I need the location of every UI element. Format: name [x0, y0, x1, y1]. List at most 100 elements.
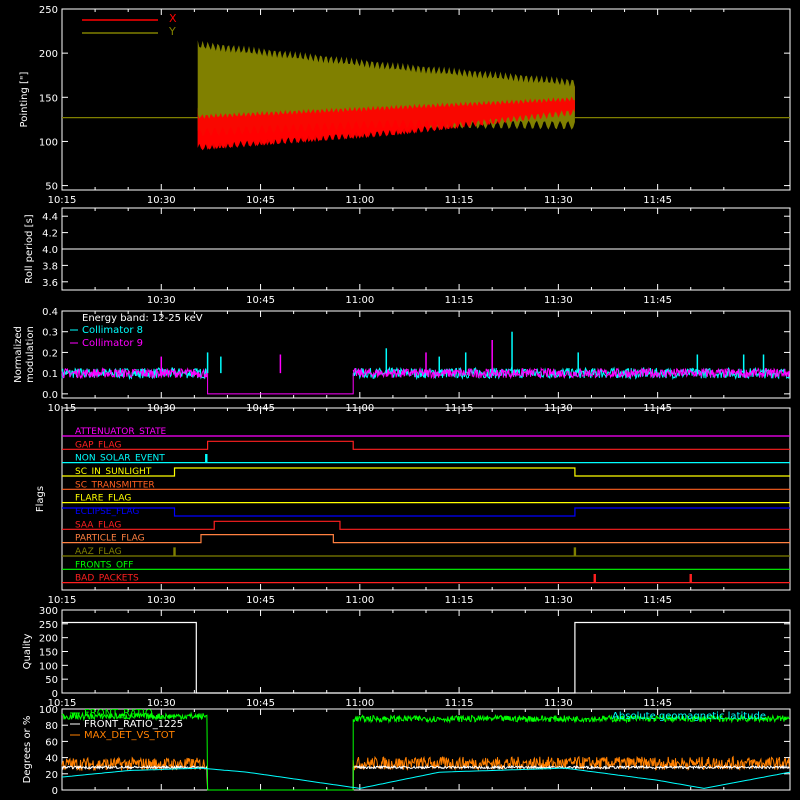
y-tick-label: 50: [45, 675, 58, 686]
y-tick-label: 60: [45, 737, 58, 748]
y-axis-title: Roll period [s]: [24, 214, 35, 283]
x-tick-label: 10:45: [246, 195, 275, 206]
y-tick-label: 4.4: [42, 212, 58, 223]
x-tick-label: 10:15: [48, 403, 77, 414]
flag-trace: [62, 520, 790, 530]
flag-trace: [62, 467, 790, 477]
geomagnetic-latitude-trace: [61, 767, 791, 789]
x-tick-label: 10:30: [147, 195, 176, 206]
x-tick-label: 11:15: [445, 698, 474, 709]
y-tick-label: 20: [45, 770, 58, 781]
modulation-gap-line: [207, 373, 354, 395]
x-tick-label: 10:15: [48, 595, 77, 606]
x-tick-label: 10:15: [48, 698, 77, 709]
x-tick-label: 10:45: [246, 698, 275, 709]
flag-label: NON_SOLAR_EVENT: [75, 454, 165, 464]
x-tick-label: 11:15: [445, 195, 474, 206]
x-tick-label: 10:45: [246, 295, 275, 306]
y-tick-label: 4.2: [42, 229, 58, 240]
y-axis-title: Pointing ["]: [19, 71, 30, 127]
y-tick-label: 300: [39, 606, 58, 617]
y-tick-label: 250: [39, 5, 58, 16]
y-tick-label: 3.8: [42, 261, 58, 272]
flag-label: FLARE_FLAG: [75, 494, 131, 504]
x-tick-label: 11:30: [544, 403, 573, 414]
y-tick-label: 200: [39, 634, 58, 645]
legend-label-x: X: [169, 12, 177, 25]
x-tick-label: 11:30: [544, 595, 573, 606]
x-tick-label: 11:00: [345, 295, 374, 306]
y-axis-title: modulation: [25, 326, 36, 383]
x-tick-label: 11:45: [643, 195, 672, 206]
y-axis-title: Normalized: [13, 326, 24, 383]
flag-trace: [62, 507, 790, 517]
x-tick-label: 11:45: [643, 595, 672, 606]
legend-label-y: Y: [168, 25, 176, 38]
axis-ticks: [61, 8, 790, 791]
legend-label: MAX_DET_VS_TOT: [84, 730, 176, 741]
front-ratio-1225-trace: [61, 764, 790, 791]
x-tick-label: 10:45: [246, 403, 275, 414]
y-tick-label: 0.3: [42, 328, 58, 339]
x-tick-label: 10:45: [246, 595, 275, 606]
y-tick-label: 0.2: [42, 348, 58, 359]
y-tick-label: 0.0: [42, 390, 58, 401]
y-axis-title: Degrees or %: [22, 716, 33, 784]
y-tick-label: 150: [39, 93, 58, 104]
collimator-9-trace: [61, 366, 208, 380]
x-tick-label: 11:45: [643, 403, 672, 414]
legend-label: FRONT_RATIO: [84, 708, 153, 719]
y-tick-label: 40: [45, 754, 58, 765]
legend-label-collimator-9: Collimator 9: [82, 338, 143, 349]
x-tick-label: 10:30: [147, 403, 176, 414]
y-tick-label: 0: [52, 689, 58, 700]
y-tick-label: 0: [52, 786, 58, 797]
flag-label: SAA_FLAG: [75, 520, 121, 530]
y-tick-label: 150: [39, 648, 58, 659]
y-tick-label: 3.6: [42, 278, 58, 289]
flag-label: SC_TRANSMITTER: [75, 480, 155, 490]
quality-trace: [62, 621, 790, 694]
flag-label: ECLIPSE_FLAG: [75, 507, 139, 517]
x-tick-label: 11:00: [345, 595, 374, 606]
x-tick-label: 10:30: [147, 295, 176, 306]
energy-band-label: Energy band: 12-25 keV: [82, 313, 203, 324]
y-tick-label: 100: [39, 661, 58, 672]
legend-label: FRONT_RATIO_1225: [84, 719, 183, 730]
flag-label: PARTICLE_FLAG: [75, 534, 145, 544]
x-tick-label: 11:45: [643, 698, 672, 709]
flag-trace: [62, 440, 790, 450]
x-tick-label: 11:15: [445, 403, 474, 414]
flag-trace: [62, 547, 790, 557]
x-tick-label: 10:30: [147, 595, 176, 606]
front-ratio-trace: [61, 711, 790, 791]
y-tick-label: 0.1: [42, 369, 58, 380]
y-axis-title: Flags: [35, 486, 46, 512]
y-tick-label: 250: [39, 620, 58, 631]
x-tick-label: 11:45: [643, 295, 672, 306]
y-tick-label: 200: [39, 49, 58, 60]
geomagnetic-latitude-label: Absolute geomagnetic latitude: [612, 711, 766, 722]
flag-trace: [62, 574, 790, 584]
x-tick-label: 11:15: [445, 595, 474, 606]
legend-label-collimator-8: Collimator 8: [82, 325, 143, 336]
y-tick-label: 100: [39, 705, 58, 716]
x-tick-label: 11:15: [445, 295, 474, 306]
axis-labels: 10:15 10:30 10:45 11:00 11:15 11:30 11:45 10:30…: [13, 5, 766, 797]
x-tick-label: 11:30: [544, 195, 573, 206]
x-tick-label: 11:00: [345, 698, 374, 709]
x-tick-label: 10:30: [147, 698, 176, 709]
x-tick-label: 11:00: [345, 403, 374, 414]
x-tick-label: 11:00: [345, 195, 374, 206]
y-tick-label: 80: [45, 721, 58, 732]
x-tick-label: 10:15: [48, 195, 77, 206]
y-tick-label: 4.0: [42, 245, 58, 256]
x-tick-label: 11:30: [544, 698, 573, 709]
series-x-lower-band: [197, 96, 575, 150]
y-axis-title: Quality: [22, 634, 33, 670]
flag-label: FRONTS_OFF: [75, 560, 133, 570]
flag-label: BAD_PACKETS: [75, 574, 139, 584]
flag-trace: [62, 454, 790, 464]
flag-label: GAP_FLAG: [75, 440, 121, 450]
